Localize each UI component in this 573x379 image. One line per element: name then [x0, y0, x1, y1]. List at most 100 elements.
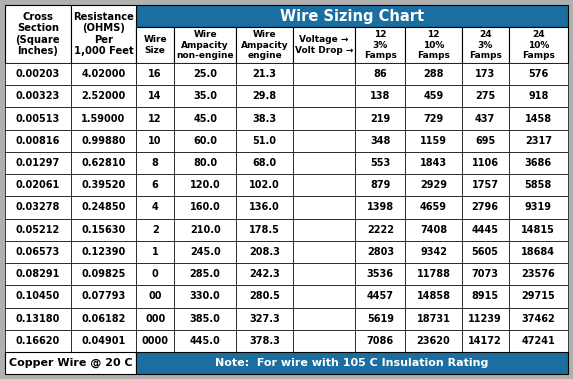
Text: 275: 275: [475, 91, 495, 101]
Bar: [174, 152, 237, 174]
Bar: [5, 130, 70, 152]
Bar: [462, 196, 509, 219]
Text: 3536: 3536: [367, 269, 394, 279]
Bar: [136, 241, 174, 263]
Bar: [509, 219, 568, 241]
Text: 0.16620: 0.16620: [15, 336, 60, 346]
Text: 35.0: 35.0: [193, 91, 217, 101]
Bar: [237, 307, 293, 330]
Text: 0.00816: 0.00816: [15, 136, 60, 146]
Bar: [462, 330, 509, 352]
Bar: [70, 307, 136, 330]
Bar: [70, 85, 136, 108]
Text: Wire
Size: Wire Size: [143, 35, 167, 55]
Text: 0.00203: 0.00203: [15, 69, 60, 79]
Bar: [5, 152, 70, 174]
Text: 219: 219: [370, 114, 390, 124]
Text: 0000: 0000: [142, 336, 168, 346]
Text: Cross
Section
(Square
Inches): Cross Section (Square Inches): [15, 12, 60, 56]
Bar: [293, 307, 355, 330]
Text: 23576: 23576: [521, 269, 555, 279]
Text: 47241: 47241: [521, 336, 555, 346]
Bar: [462, 285, 509, 307]
Bar: [5, 219, 70, 241]
Text: 16: 16: [148, 69, 162, 79]
Bar: [355, 219, 405, 241]
Bar: [174, 130, 237, 152]
Text: 285.0: 285.0: [190, 269, 221, 279]
Text: 1159: 1159: [420, 136, 447, 146]
Bar: [509, 130, 568, 152]
Text: 245.0: 245.0: [190, 247, 221, 257]
Bar: [136, 27, 174, 63]
Text: 12
3%
Famps: 12 3% Famps: [364, 30, 397, 60]
Bar: [293, 108, 355, 130]
Text: 4.02000: 4.02000: [81, 69, 125, 79]
Bar: [462, 130, 509, 152]
Bar: [405, 285, 462, 307]
Text: 24
3%
Famps: 24 3% Famps: [469, 30, 501, 60]
Bar: [405, 330, 462, 352]
Text: 208.3: 208.3: [249, 247, 280, 257]
Text: 68.0: 68.0: [253, 158, 277, 168]
Bar: [462, 174, 509, 196]
Bar: [462, 108, 509, 130]
Text: 0.07793: 0.07793: [81, 291, 125, 301]
Bar: [174, 27, 237, 63]
Bar: [136, 352, 568, 374]
Bar: [355, 196, 405, 219]
Bar: [405, 174, 462, 196]
Text: 173: 173: [475, 69, 495, 79]
Text: 0.39520: 0.39520: [81, 180, 125, 190]
Bar: [509, 196, 568, 219]
Text: 327.3: 327.3: [249, 314, 280, 324]
Bar: [293, 130, 355, 152]
Bar: [5, 263, 70, 285]
Text: 210.0: 210.0: [190, 225, 221, 235]
Bar: [462, 263, 509, 285]
Text: 00: 00: [148, 291, 162, 301]
Text: 60.0: 60.0: [193, 136, 217, 146]
Bar: [136, 263, 174, 285]
Bar: [355, 241, 405, 263]
Text: 0.00323: 0.00323: [15, 91, 60, 101]
Bar: [509, 108, 568, 130]
Text: 576: 576: [528, 69, 548, 79]
Bar: [405, 263, 462, 285]
Bar: [136, 5, 568, 27]
Bar: [5, 5, 70, 63]
Bar: [70, 263, 136, 285]
Text: 4659: 4659: [420, 202, 447, 213]
Text: 0.04901: 0.04901: [81, 336, 125, 346]
Text: 1106: 1106: [472, 158, 499, 168]
Bar: [462, 63, 509, 85]
Bar: [174, 307, 237, 330]
Bar: [462, 152, 509, 174]
Text: 4: 4: [152, 202, 159, 213]
Bar: [405, 219, 462, 241]
Text: 25.0: 25.0: [193, 69, 217, 79]
Bar: [70, 130, 136, 152]
Bar: [174, 219, 237, 241]
Bar: [509, 152, 568, 174]
Text: 9319: 9319: [525, 202, 552, 213]
Bar: [237, 152, 293, 174]
Bar: [70, 174, 136, 196]
Text: 18731: 18731: [417, 314, 450, 324]
Text: 14172: 14172: [468, 336, 502, 346]
Bar: [174, 196, 237, 219]
Text: 0.03278: 0.03278: [15, 202, 60, 213]
Text: 37462: 37462: [521, 314, 555, 324]
Bar: [509, 27, 568, 63]
Bar: [5, 174, 70, 196]
Text: 0.99880: 0.99880: [81, 136, 126, 146]
Bar: [293, 330, 355, 352]
Text: 5858: 5858: [525, 180, 552, 190]
Text: 11788: 11788: [417, 269, 450, 279]
Text: 2317: 2317: [525, 136, 552, 146]
Text: 0.62810: 0.62810: [81, 158, 125, 168]
Bar: [293, 85, 355, 108]
Text: Wire
Ampacity
non-engine: Wire Ampacity non-engine: [176, 30, 234, 60]
Text: 23620: 23620: [417, 336, 450, 346]
Text: 21.3: 21.3: [253, 69, 277, 79]
